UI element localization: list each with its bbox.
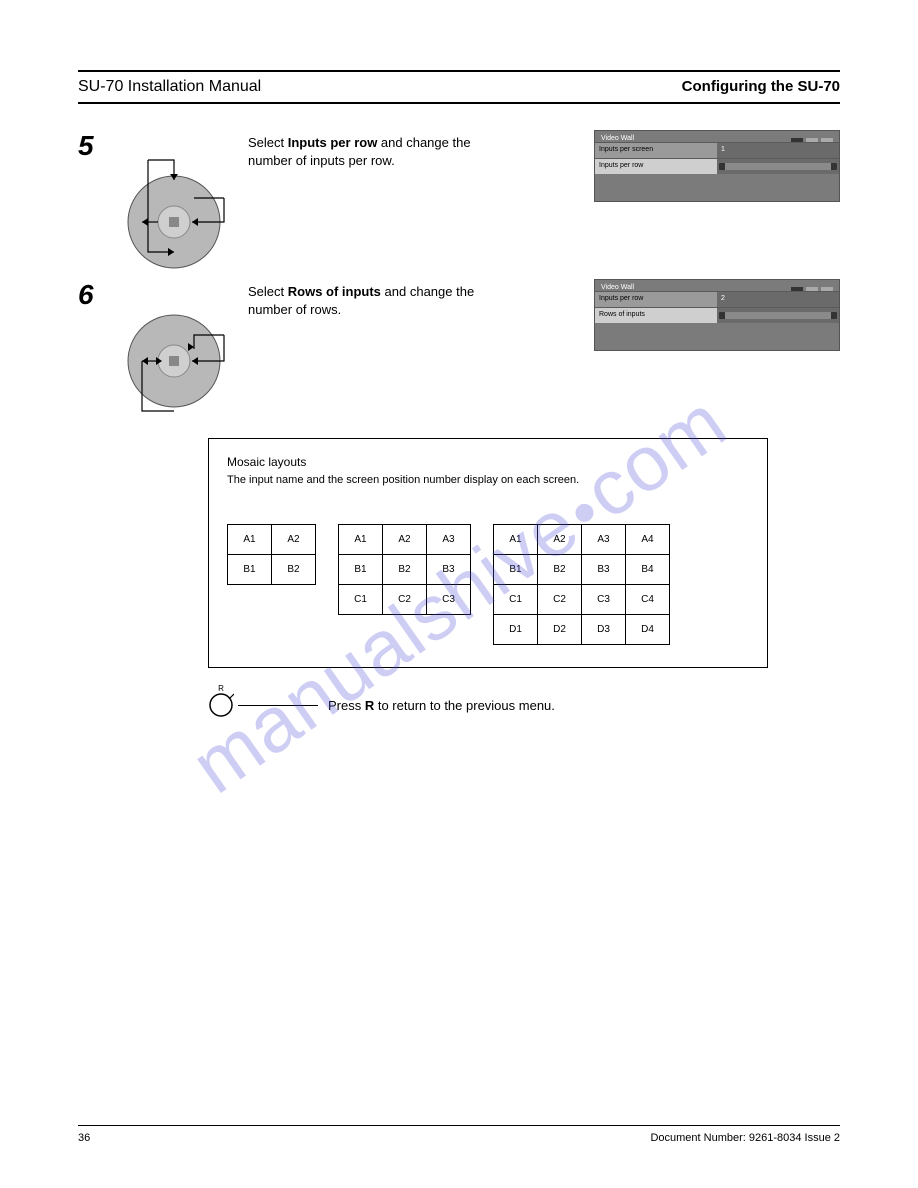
return-instruction: R Press R to return to the previous menu… — [208, 692, 840, 718]
panel-row-label: Inputs per row — [595, 292, 717, 307]
panel-row-value: 2 — [717, 292, 839, 307]
step-number-5: 5 — [78, 130, 94, 162]
return-icon: R — [208, 692, 234, 718]
mosaic-4x4: . A1A2A3A4 B1B2B3B4 C1C2C3C4 D1D2D3D4 — [493, 506, 670, 645]
manual-name: SU-70 Installation Manual — [78, 78, 261, 96]
panel-row-label: Rows of inputs — [595, 308, 717, 323]
slider-icon — [719, 163, 837, 170]
mosaic-2x2: 2 x 2 A1A2 B1B2 — [227, 506, 316, 585]
slider-icon — [719, 312, 837, 319]
step-5: 5 — [78, 130, 840, 169]
page-number: 36 — [78, 1132, 90, 1144]
panel-row-label: Inputs per screen — [595, 143, 717, 158]
section-title: Configuring the SU-70 — [682, 78, 840, 95]
mosaic-title: Mosaic layouts — [227, 455, 749, 469]
panel-row-value — [717, 159, 839, 174]
dial-icon — [114, 301, 234, 421]
step-6: 6 Video Wall Inputs per row — [78, 279, 840, 318]
panel-row-value — [717, 308, 839, 323]
settings-panel-6: Video Wall Inputs per row 2 Rows of inpu… — [594, 279, 840, 351]
doc-number: Document Number: 9261-8034 Issue 2 — [650, 1132, 840, 1144]
page-footer: 36 Document Number: 9261-8034 Issue 2 — [78, 1125, 840, 1144]
page-header: SU-70 Installation Manual Configuring th… — [78, 76, 840, 100]
mosaic-3x3: . A1A2A3 B1B2B3 C1C2C3 — [338, 506, 471, 615]
return-text: Press R to return to the previous menu. — [328, 698, 555, 713]
panel-row-value: 1 — [717, 143, 839, 158]
mosaic-subtitle: The input name and the screen position n… — [227, 473, 749, 488]
panel-row-label: Inputs per row — [595, 159, 717, 174]
mosaic-layouts-box: Mosaic layouts The input name and the sc… — [208, 438, 768, 668]
dial-icon — [114, 152, 234, 272]
step-number-6: 6 — [78, 279, 94, 311]
settings-panel-5: Video Wall Inputs per screen 1 Inputs pe… — [594, 130, 840, 202]
